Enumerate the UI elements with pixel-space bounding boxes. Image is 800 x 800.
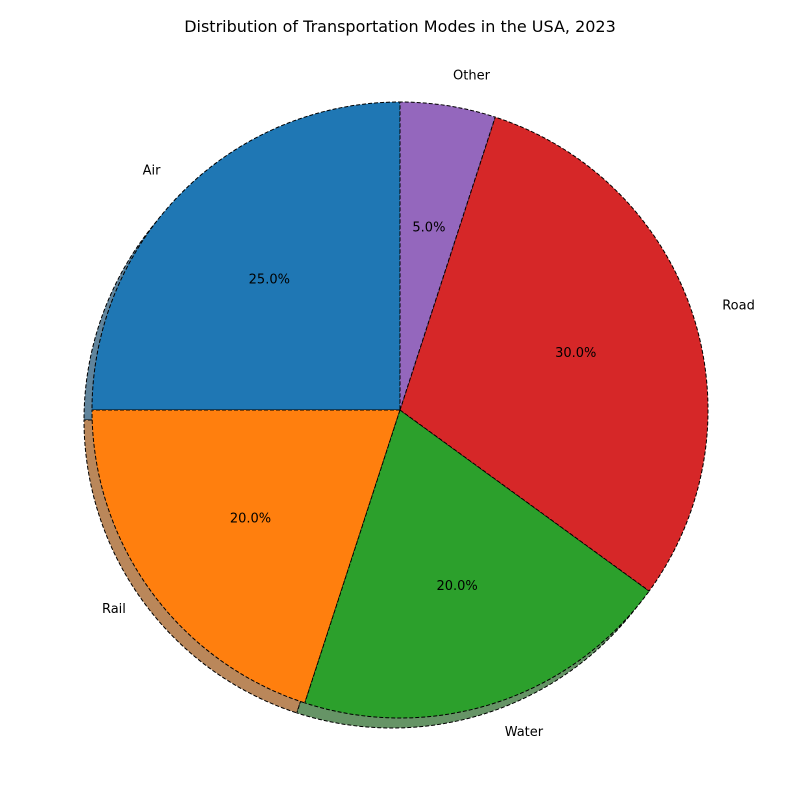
pie-label-water: Water [505,725,544,740]
pie-slices [91,101,709,719]
pie-slice-other [399,101,496,411]
chart-title: Distribution of Transportation Modes in … [184,17,616,36]
pie-pct-rail: 20.0% [230,512,271,527]
pie-slice-air [91,101,401,411]
pie-label-rail: Rail [102,602,126,617]
pie-label-other: Other [453,68,491,83]
pie-slice-rail [91,409,401,704]
pie-pct-air: 25.0% [249,272,290,287]
pie-label-road: Road [722,298,755,313]
pie-slice-road [399,116,709,592]
pie-pct-other: 5.0% [412,220,445,235]
pie-labels: Air 25.0% Rail 20.0% Water 20.0% Road 30.0% Othe… [102,68,755,740]
pie-pct-water: 20.0% [436,579,477,594]
pie-slice-water [304,409,650,719]
pie-pct-road: 30.0% [555,346,596,361]
pie-label-air: Air [143,163,162,178]
